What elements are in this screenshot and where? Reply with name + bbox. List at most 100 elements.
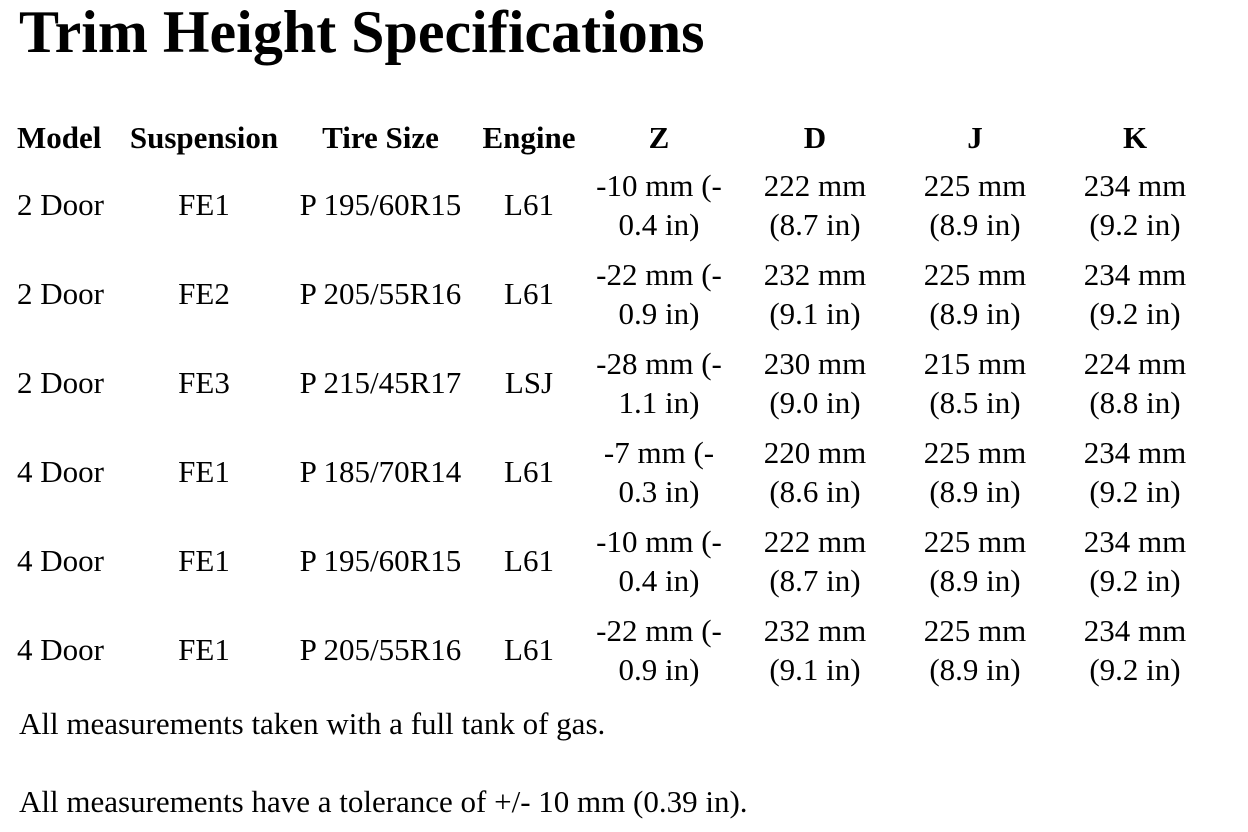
cell-d: 232 mm (9.1 in) bbox=[737, 607, 893, 692]
cell-z-in: 0.4 in) bbox=[618, 206, 700, 242]
cell-k-mm: 224 mm bbox=[1083, 345, 1187, 381]
cell-tire-size: P 215/45R17 bbox=[299, 365, 462, 400]
cell-tire-size: P 195/60R15 bbox=[299, 187, 462, 222]
cell-suspension: FE1 bbox=[178, 632, 230, 667]
cell-j-in: (8.9 in) bbox=[929, 473, 1021, 509]
column-header-tire-size: Tire Size bbox=[322, 119, 439, 155]
cell-j-in: (8.9 in) bbox=[929, 295, 1021, 331]
cell-j-in: (8.9 in) bbox=[929, 206, 1021, 242]
cell-d-mm: 230 mm bbox=[763, 345, 867, 381]
cell-k-in: (8.8 in) bbox=[1089, 384, 1181, 420]
cell-model: 4 Door bbox=[17, 543, 104, 578]
cell-d-mm: 222 mm bbox=[763, 523, 867, 559]
column-header-suspension: Suspension bbox=[129, 119, 279, 155]
column-header-engine: Engine bbox=[482, 119, 576, 155]
cell-suspension: FE1 bbox=[178, 187, 230, 222]
table-row: 4 Door FE1 P 195/60R15 L61 -10 mm (- 0.4 … bbox=[17, 518, 1213, 603]
cell-z: -7 mm (- 0.3 in) bbox=[585, 429, 733, 514]
table-row: 4 Door FE1 P 205/55R16 L61 -22 mm (- 0.9 … bbox=[17, 607, 1213, 692]
cell-tire-size: P 205/55R16 bbox=[299, 276, 462, 311]
cell-k-in: (9.2 in) bbox=[1089, 206, 1181, 242]
cell-d-in: (8.6 in) bbox=[769, 473, 861, 509]
cell-j-mm: 225 mm bbox=[923, 434, 1027, 470]
cell-j-mm: 225 mm bbox=[923, 167, 1027, 203]
cell-z: -10 mm (- 0.4 in) bbox=[585, 518, 733, 603]
cell-suspension: FE2 bbox=[178, 276, 230, 311]
cell-z-mm: -7 mm (- bbox=[603, 434, 715, 470]
cell-k: 234 mm (9.2 in) bbox=[1057, 607, 1213, 692]
cell-j-mm: 225 mm bbox=[923, 256, 1027, 292]
cell-j: 225 mm (8.9 in) bbox=[897, 607, 1053, 692]
cell-model: 4 Door bbox=[17, 454, 104, 489]
cell-model: 2 Door bbox=[17, 276, 104, 311]
cell-j-in: (8.5 in) bbox=[929, 384, 1021, 420]
page-title: Trim Height Specifications bbox=[19, 0, 705, 65]
cell-z-in: 1.1 in) bbox=[618, 384, 700, 420]
trim-height-table: Model Suspension Tire Size Engine Z D J … bbox=[13, 112, 1217, 696]
cell-j: 215 mm (8.5 in) bbox=[897, 340, 1053, 425]
cell-d-in: (8.7 in) bbox=[769, 206, 861, 242]
cell-model: 2 Door bbox=[17, 365, 104, 400]
cell-k: 234 mm (9.2 in) bbox=[1057, 518, 1213, 603]
cell-engine: LSJ bbox=[504, 365, 554, 400]
table-header-row: Model Suspension Tire Size Engine Z D J … bbox=[17, 116, 1213, 158]
cell-k-in: (9.2 in) bbox=[1089, 651, 1181, 687]
cell-engine: L61 bbox=[504, 276, 554, 311]
cell-d: 222 mm (8.7 in) bbox=[737, 162, 893, 247]
cell-suspension: FE1 bbox=[178, 543, 230, 578]
cell-z-mm: -10 mm (- bbox=[596, 167, 722, 203]
column-header-j: J bbox=[967, 119, 983, 155]
cell-k-mm: 234 mm bbox=[1083, 434, 1187, 470]
cell-z-mm: -22 mm (- bbox=[596, 612, 722, 648]
cell-engine: L61 bbox=[504, 543, 554, 578]
cell-model: 4 Door bbox=[17, 632, 104, 667]
cell-j: 225 mm (8.9 in) bbox=[897, 251, 1053, 336]
column-header-d: D bbox=[803, 119, 827, 155]
cell-k-in: (9.2 in) bbox=[1089, 295, 1181, 331]
cell-z: -22 mm (- 0.9 in) bbox=[585, 251, 733, 336]
cell-tire-size: P 205/55R16 bbox=[299, 632, 462, 667]
cell-suspension: FE3 bbox=[178, 365, 230, 400]
cell-k-mm: 234 mm bbox=[1083, 167, 1187, 203]
cell-d-in: (9.0 in) bbox=[769, 384, 861, 420]
cell-z: -22 mm (- 0.9 in) bbox=[585, 607, 733, 692]
cell-tire-size: P 195/60R15 bbox=[299, 543, 462, 578]
column-header-model: Model bbox=[17, 119, 102, 155]
cell-k: 234 mm (9.2 in) bbox=[1057, 162, 1213, 247]
column-header-z: Z bbox=[648, 119, 670, 155]
cell-d: 220 mm (8.6 in) bbox=[737, 429, 893, 514]
cell-k-in: (9.2 in) bbox=[1089, 562, 1181, 598]
cell-j: 225 mm (8.9 in) bbox=[897, 162, 1053, 247]
cell-k-in: (9.2 in) bbox=[1089, 473, 1181, 509]
cell-d-mm: 222 mm bbox=[763, 167, 867, 203]
cell-d-mm: 220 mm bbox=[763, 434, 867, 470]
cell-z-in: 0.9 in) bbox=[618, 295, 700, 331]
cell-j-in: (8.9 in) bbox=[929, 651, 1021, 687]
cell-k-mm: 234 mm bbox=[1083, 612, 1187, 648]
cell-suspension: FE1 bbox=[178, 454, 230, 489]
cell-d-in: (8.7 in) bbox=[769, 562, 861, 598]
cell-j: 225 mm (8.9 in) bbox=[897, 518, 1053, 603]
cell-z-mm: -22 mm (- bbox=[596, 256, 722, 292]
note-tolerance: All measurements have a tolerance of +/-… bbox=[19, 784, 748, 819]
table-row: 2 Door FE2 P 205/55R16 L61 -22 mm (- 0.9 … bbox=[17, 251, 1213, 336]
cell-d: 222 mm (8.7 in) bbox=[737, 518, 893, 603]
column-header-k: K bbox=[1122, 119, 1148, 155]
cell-z-in: 0.3 in) bbox=[618, 473, 700, 509]
cell-d-mm: 232 mm bbox=[763, 612, 867, 648]
cell-z-in: 0.9 in) bbox=[618, 651, 700, 687]
cell-k-mm: 234 mm bbox=[1083, 523, 1187, 559]
cell-z: -28 mm (- 1.1 in) bbox=[585, 340, 733, 425]
cell-engine: L61 bbox=[504, 187, 554, 222]
cell-j-mm: 215 mm bbox=[923, 345, 1027, 381]
table-row: 2 Door FE3 P 215/45R17 LSJ -28 mm (- 1.1 … bbox=[17, 340, 1213, 425]
cell-j-in: (8.9 in) bbox=[929, 562, 1021, 598]
cell-j-mm: 225 mm bbox=[923, 523, 1027, 559]
table-row: 2 Door FE1 P 195/60R15 L61 -10 mm (- 0.4 … bbox=[17, 162, 1213, 247]
cell-j-mm: 225 mm bbox=[923, 612, 1027, 648]
cell-d: 230 mm (9.0 in) bbox=[737, 340, 893, 425]
cell-tire-size: P 185/70R14 bbox=[299, 454, 462, 489]
cell-engine: L61 bbox=[504, 454, 554, 489]
cell-z-in: 0.4 in) bbox=[618, 562, 700, 598]
cell-z-mm: -28 mm (- bbox=[596, 345, 722, 381]
